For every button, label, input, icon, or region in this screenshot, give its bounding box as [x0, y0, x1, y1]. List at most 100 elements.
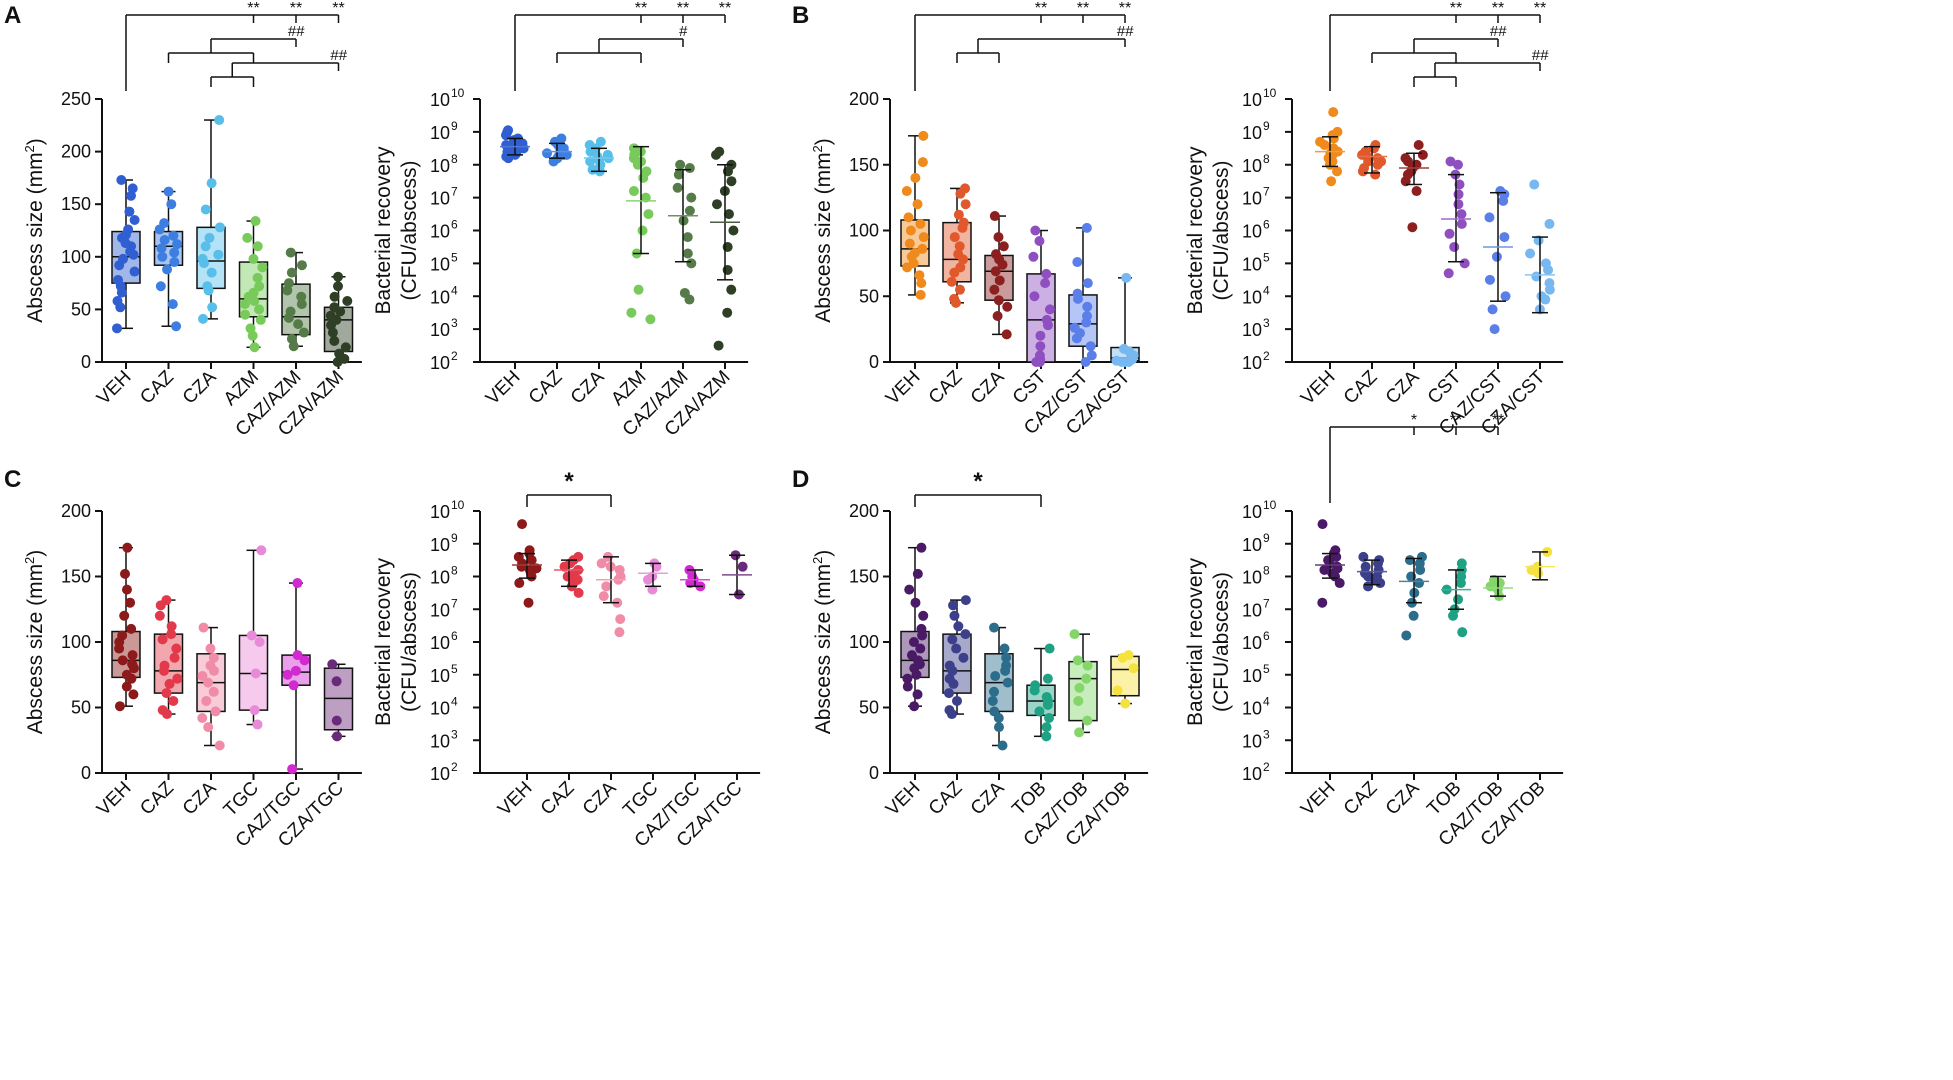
- y-tick-label: 10: [430, 123, 450, 143]
- data-point: [916, 623, 927, 634]
- data-point: [1357, 149, 1368, 160]
- data-point: [1525, 248, 1536, 259]
- data-point: [643, 209, 654, 220]
- data-point: [501, 140, 512, 151]
- y-tick-label: 10: [1242, 353, 1262, 373]
- data-point: [340, 342, 351, 353]
- data-point: [946, 276, 957, 287]
- data-point: [990, 249, 1001, 260]
- data-point: [912, 568, 923, 579]
- data-point: [290, 665, 301, 676]
- data-point: [993, 295, 1004, 306]
- data-point: [331, 676, 342, 687]
- data-point: [296, 260, 307, 271]
- y-tick-exponent: 6: [1263, 218, 1270, 232]
- y-tick-label: 10: [1242, 287, 1262, 307]
- y-tick-label: 10: [430, 633, 450, 653]
- data-point: [342, 295, 353, 306]
- x-tick-label: CAZ: [136, 366, 178, 408]
- data-point: [908, 637, 919, 647]
- data-point: [1358, 551, 1369, 562]
- data-point: [1112, 685, 1123, 696]
- data-point: [1001, 652, 1012, 663]
- data-point: [684, 205, 695, 216]
- x-tick-label: CAZ: [136, 777, 178, 819]
- data-point: [168, 695, 179, 706]
- sig-label: **: [332, 0, 344, 17]
- data-point: [1332, 126, 1343, 137]
- data-point: [722, 307, 733, 318]
- data-point: [990, 266, 1001, 277]
- data-point: [1074, 727, 1085, 738]
- data-point: [1041, 268, 1052, 279]
- data-point: [602, 149, 613, 160]
- data-point: [249, 342, 260, 353]
- data-point: [331, 715, 342, 726]
- y-tick-exponent: 5: [451, 250, 458, 264]
- data-point: [952, 695, 963, 706]
- data-point: [1120, 698, 1131, 709]
- data-point: [598, 591, 609, 602]
- y-axis-label-line2: (CFU/abscess): [398, 572, 421, 712]
- data-point: [250, 668, 261, 679]
- x-tick-label: CAZ: [537, 777, 579, 819]
- data-point: [1085, 341, 1096, 352]
- data-point: [992, 310, 1003, 321]
- y-tick-exponent: 9: [451, 119, 458, 133]
- data-point: [1417, 149, 1428, 160]
- data-point: [245, 323, 256, 334]
- y-tick-label: 50: [71, 698, 91, 718]
- data-point: [722, 264, 733, 275]
- data-point: [501, 151, 512, 162]
- data-point: [1413, 140, 1424, 151]
- x-tick-label: CAZ: [925, 366, 967, 408]
- data-point: [163, 186, 174, 197]
- data-point: [119, 568, 130, 579]
- data-point: [1330, 545, 1341, 556]
- data-point: [157, 251, 168, 262]
- data-point: [1484, 212, 1495, 223]
- data-point: [1416, 551, 1427, 562]
- data-point: [121, 584, 132, 595]
- y-tick-label: 10: [1242, 666, 1262, 686]
- y-tick-label: 10: [1242, 764, 1262, 784]
- data-point: [615, 614, 626, 625]
- data-point: [285, 247, 296, 258]
- data-point: [626, 307, 637, 318]
- data-point: [993, 232, 1004, 243]
- y-tick-label: 10: [1242, 156, 1262, 176]
- x-tick-label: VEH: [1297, 367, 1339, 409]
- data-point: [112, 295, 123, 306]
- data-point: [584, 140, 595, 151]
- data-point: [723, 209, 734, 220]
- data-point: [114, 701, 125, 712]
- data-point: [1456, 218, 1467, 229]
- data-point: [208, 686, 219, 697]
- data-point: [127, 183, 138, 194]
- y-tick-label: 100: [61, 632, 91, 652]
- data-point: [168, 230, 179, 241]
- data-point: [682, 248, 693, 259]
- data-point: [909, 701, 920, 712]
- data-point: [169, 247, 180, 258]
- data-point: [903, 212, 914, 223]
- data-point: [1500, 291, 1511, 302]
- sig-label: *: [1411, 412, 1417, 429]
- data-point: [1044, 712, 1055, 723]
- y-tick-label: 10: [1242, 568, 1262, 588]
- sig-label: **: [635, 0, 647, 17]
- sig-label: ##: [1117, 23, 1134, 40]
- data-point: [989, 284, 1000, 295]
- data-point: [205, 660, 216, 671]
- data-point: [1111, 355, 1122, 366]
- data-point: [283, 278, 294, 289]
- data-point: [905, 225, 916, 236]
- data-point: [503, 125, 514, 136]
- data-point: [1074, 682, 1085, 693]
- y-tick-exponent: 7: [1263, 185, 1270, 199]
- data-point: [917, 243, 928, 254]
- data-point: [915, 643, 926, 654]
- data-point: [246, 630, 257, 641]
- data-point: [334, 348, 345, 359]
- data-point: [169, 652, 180, 663]
